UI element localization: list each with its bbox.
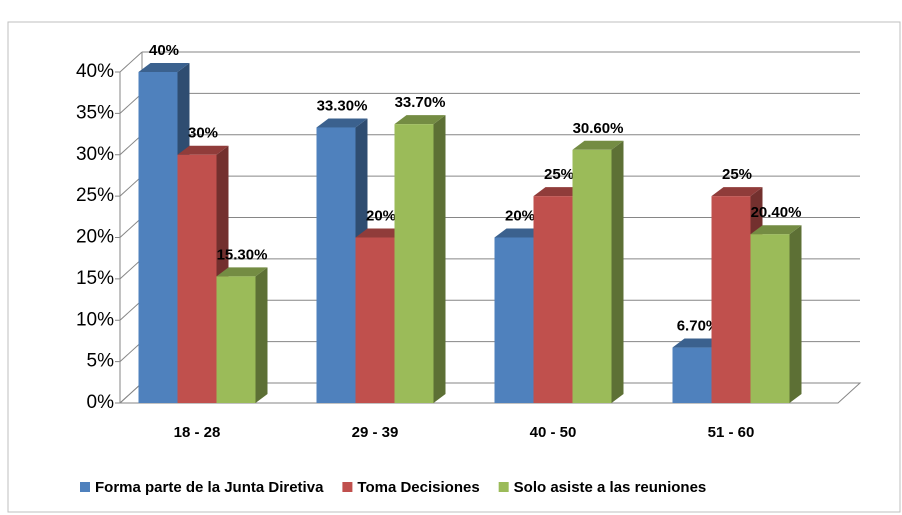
data-label: 20.40%	[751, 204, 802, 221]
y-tick-label: 20%	[76, 227, 114, 248]
data-label: 25%	[544, 166, 574, 183]
grid-line	[119, 134, 143, 156]
data-label: 6.70%	[677, 318, 720, 335]
bar-top	[533, 187, 585, 197]
bar	[355, 237, 395, 403]
bar-top	[394, 115, 446, 125]
bar	[177, 154, 217, 403]
y-tick-label: 30%	[76, 144, 114, 165]
bar-top	[572, 140, 624, 150]
legend-swatch	[80, 482, 90, 492]
grid-line	[119, 51, 143, 73]
bar-top	[750, 225, 802, 235]
y-tick-label: 15%	[76, 268, 114, 289]
bar	[711, 196, 751, 403]
legend-label: Forma parte de la Junta Diretiva	[95, 479, 324, 496]
bar	[672, 347, 712, 403]
x-tick-label: 51 - 60	[708, 424, 755, 441]
data-label: 33.70%	[395, 94, 446, 111]
data-label: 30%	[188, 125, 218, 142]
bar-top	[355, 228, 407, 238]
bar	[138, 72, 178, 403]
bar	[394, 124, 434, 403]
data-label: 20%	[505, 207, 535, 224]
bar-top	[711, 187, 763, 197]
grid-line	[119, 175, 143, 197]
bar-top	[672, 338, 724, 348]
x-tick-label: 18 - 28	[174, 424, 221, 441]
data-label: 40%	[149, 42, 179, 59]
grid-line	[119, 341, 143, 362]
grid-line	[119, 93, 143, 114]
bar-side	[789, 225, 802, 403]
bar-side	[433, 115, 446, 403]
legend-label: Solo asiste a las reuniones	[514, 479, 707, 496]
y-tick-label: 10%	[76, 309, 114, 330]
y-tick-label: 25%	[76, 185, 114, 206]
data-label: 15.30%	[217, 246, 268, 263]
bar-side	[611, 140, 624, 403]
grid-line	[119, 217, 143, 238]
legend-label: Toma Decisiones	[357, 479, 479, 496]
bar-top	[494, 228, 546, 238]
y-tick-label: 0%	[87, 392, 115, 413]
data-label: 20%	[366, 207, 396, 224]
bar	[750, 234, 790, 403]
bar-top	[216, 267, 268, 277]
x-tick-label: 29 - 39	[352, 424, 399, 441]
grid-line	[119, 382, 143, 404]
bar	[216, 276, 256, 403]
bar	[494, 237, 534, 403]
y-tick-label: 40%	[76, 61, 114, 82]
bar-top	[316, 118, 368, 128]
bar	[572, 149, 612, 403]
data-label: 25%	[722, 166, 752, 183]
data-label: 30.60%	[573, 120, 624, 137]
y-tick-label: 5%	[87, 351, 115, 372]
bar-side	[255, 267, 268, 403]
bar-top	[177, 145, 229, 155]
bar	[316, 127, 356, 403]
legend-swatch	[498, 482, 509, 492]
x-tick-label: 40 - 50	[530, 424, 577, 441]
bar	[533, 196, 573, 403]
grid-line	[119, 299, 143, 321]
data-label: 33.30%	[317, 97, 368, 114]
bar-top	[138, 63, 190, 72]
grid-line	[119, 258, 143, 280]
legend-swatch	[342, 482, 353, 492]
y-tick-label: 35%	[76, 102, 114, 123]
